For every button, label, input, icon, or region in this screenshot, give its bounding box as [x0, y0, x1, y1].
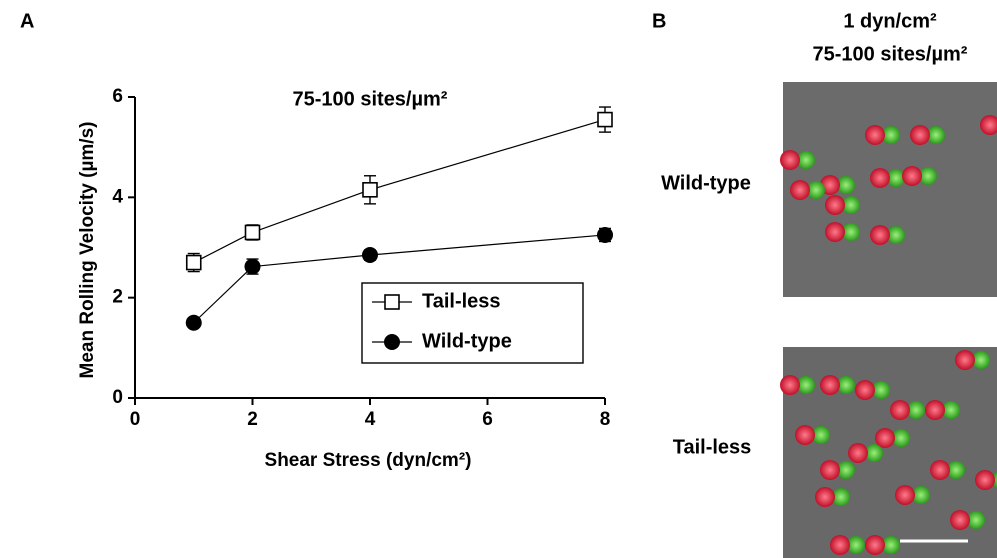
cell [870, 225, 890, 245]
x-tick-label: 8 [600, 409, 611, 430]
data-point [597, 227, 613, 243]
data-point [598, 113, 612, 127]
cell [815, 487, 835, 507]
data-point [187, 256, 201, 270]
y-tick-label: 6 [112, 86, 123, 107]
cell [895, 485, 915, 505]
y-tick-label: 2 [112, 287, 123, 308]
cell [865, 535, 885, 555]
chart-title: 75-100 sites/µm² [293, 88, 448, 110]
y-axis-label: Mean Rolling Velocity (µm/s) [77, 122, 98, 379]
image-header: 75-100 sites/µm² [813, 43, 968, 65]
cell [975, 470, 995, 490]
cell [825, 222, 845, 242]
cell [820, 375, 840, 395]
cell [825, 195, 845, 215]
row-label: Wild-type [661, 172, 751, 194]
cell [950, 510, 970, 530]
x-axis-label: Shear Stress (dyn/cm²) [265, 450, 472, 471]
x-tick-label: 0 [130, 409, 141, 430]
legend-marker [384, 334, 400, 350]
cell [855, 380, 875, 400]
cell [910, 125, 930, 145]
y-tick-label: 4 [112, 186, 123, 207]
panel-b: B 1 dyn/cm² 75-100 sites/µm² Wild-type T… [652, 10, 997, 558]
cell [830, 535, 850, 555]
figure: A 75-100 sites/µm² Shear Stress (dyn/cm²… [0, 0, 997, 558]
panel-label: B [652, 10, 666, 32]
cell [955, 350, 975, 370]
panel-label: A [20, 10, 34, 32]
y-tick-label: 0 [112, 387, 123, 408]
cell [780, 150, 800, 170]
data-point [363, 183, 377, 197]
legend-label: Wild-type [422, 330, 512, 352]
cell [902, 166, 922, 186]
cell [795, 425, 815, 445]
legend-label: Tail-less [422, 290, 501, 312]
cell [925, 400, 945, 420]
cell [890, 400, 910, 420]
data-point [246, 225, 260, 239]
legend-marker [385, 295, 399, 309]
cell [930, 460, 950, 480]
image-header: 1 dyn/cm² [843, 10, 937, 32]
cell [820, 460, 840, 480]
x-tick-label: 2 [247, 409, 258, 430]
data-point [186, 315, 202, 331]
data-point [362, 247, 378, 263]
cell [848, 443, 868, 463]
cell [780, 375, 800, 395]
data-point [245, 259, 261, 275]
x-tick-label: 6 [482, 409, 493, 430]
cell [790, 180, 810, 200]
series-line [194, 120, 605, 263]
cell [870, 168, 890, 188]
cell [865, 125, 885, 145]
row-label: Tail-less [673, 436, 752, 458]
x-tick-label: 4 [365, 409, 376, 430]
